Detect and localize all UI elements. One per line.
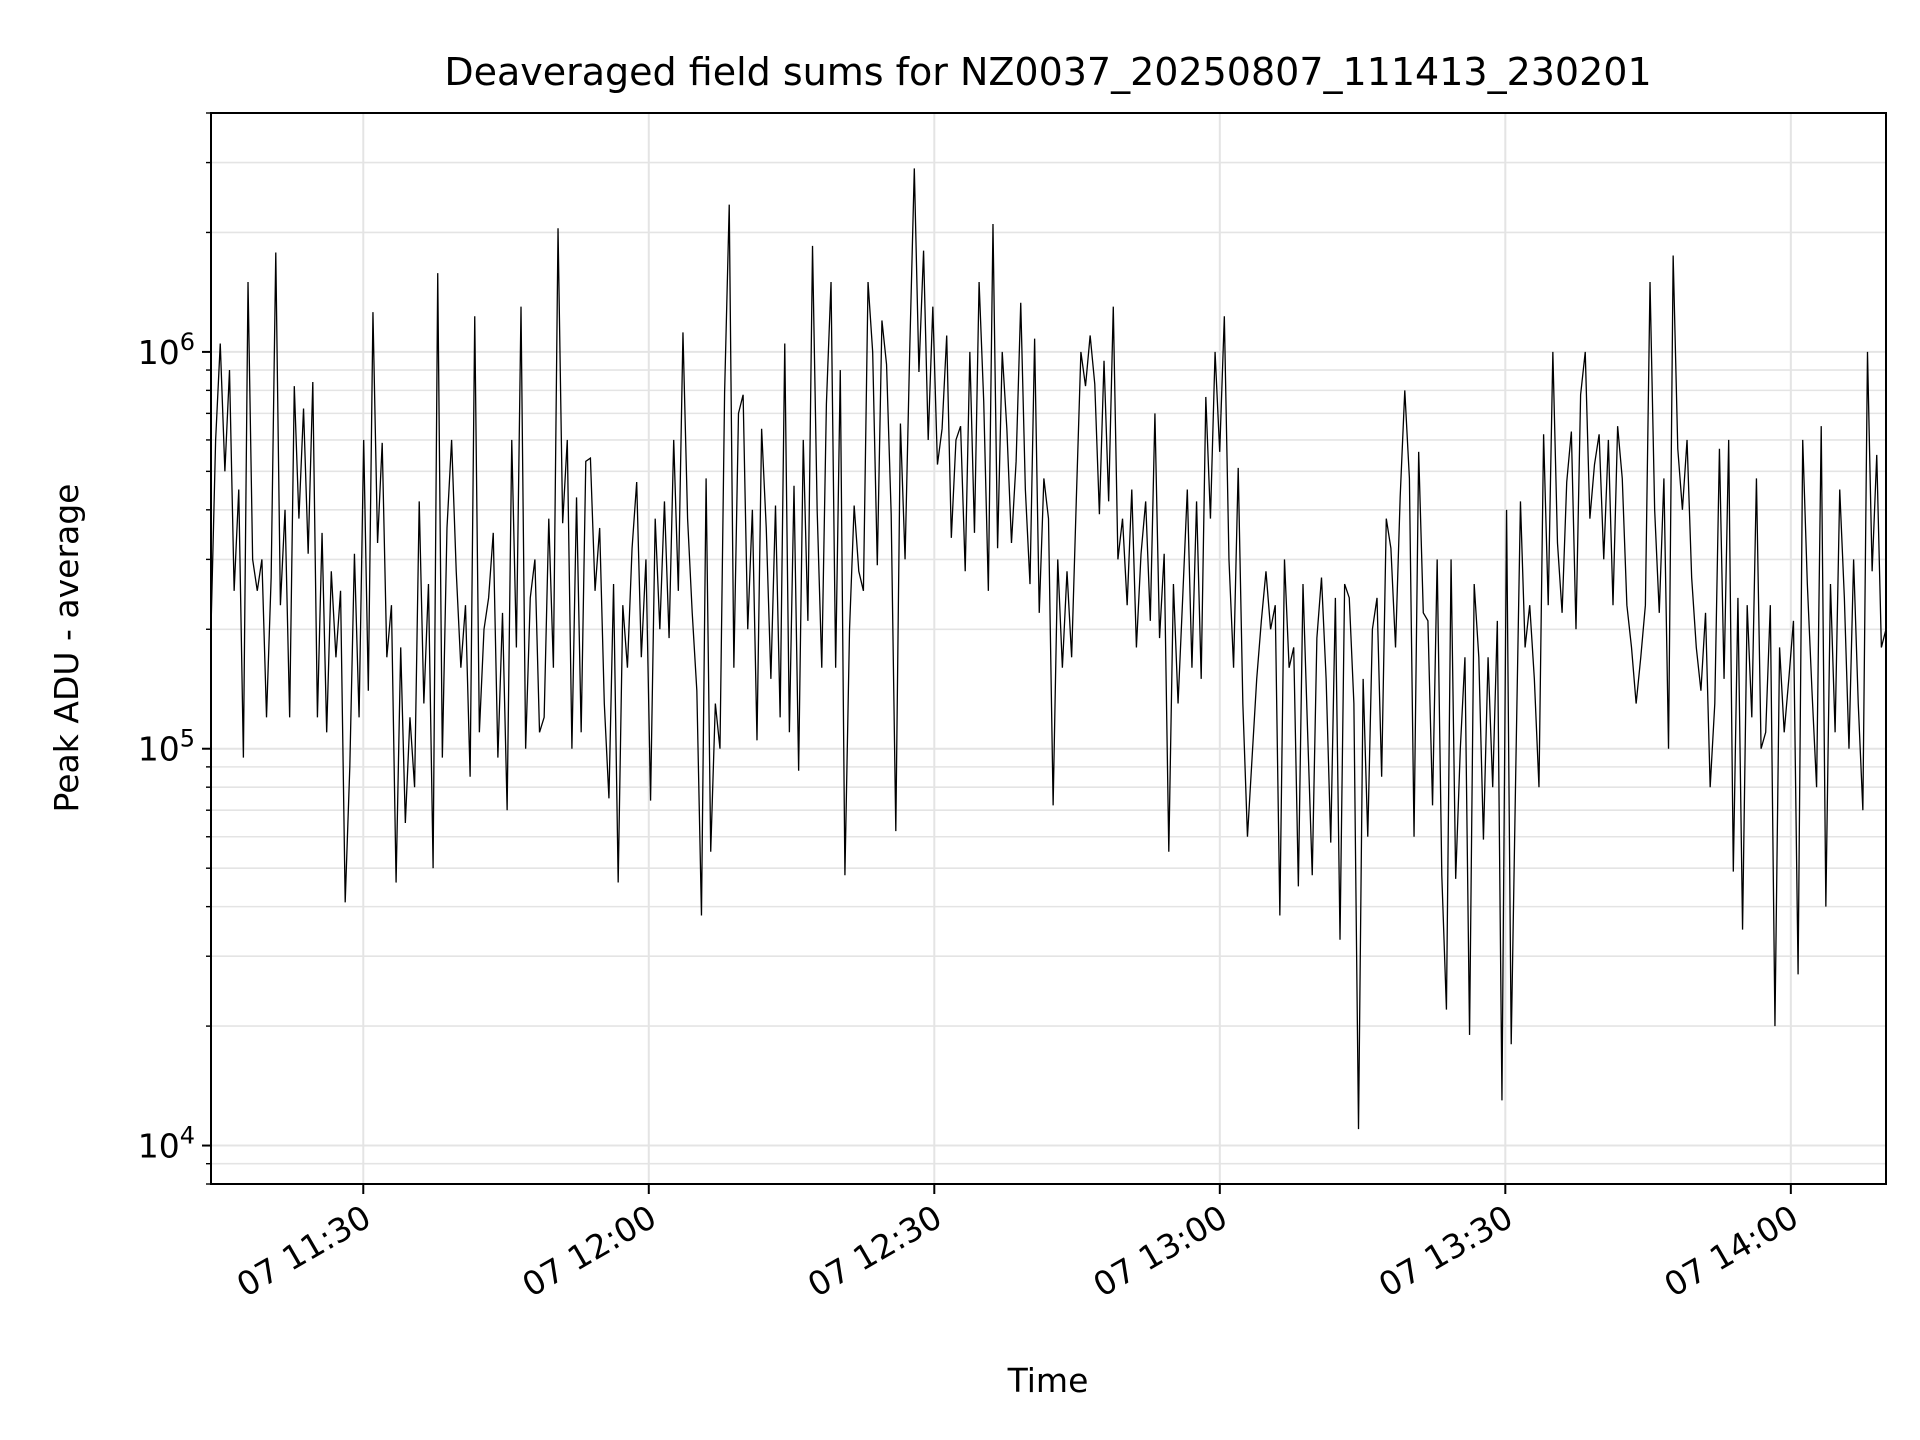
y-tick-label-exponent: 5: [180, 725, 195, 753]
x-axis-label: Time: [1007, 1361, 1089, 1400]
axes-frame: [210, 112, 1887, 1185]
y-tick-label-exponent: 4: [180, 1122, 195, 1150]
y-tick-label-base: 10: [138, 730, 180, 769]
grid-lines: [211, 112, 1886, 1185]
y-axis-label: Peak ADU - average: [47, 484, 86, 813]
series-line: [210, 168, 1887, 1130]
y-tick-label-base: 10: [138, 333, 180, 372]
y-tick-label: 104: [138, 1122, 195, 1166]
plot-area: [210, 168, 1887, 1130]
y-tick-label: 106: [138, 328, 195, 372]
y-tick-label: 105: [138, 725, 195, 769]
y-tick-label-base: 10: [138, 1127, 180, 1166]
y-tick-label-exponent: 6: [180, 328, 195, 356]
chart-title: Deaveraged field sums for NZ0037_2025080…: [444, 50, 1651, 94]
